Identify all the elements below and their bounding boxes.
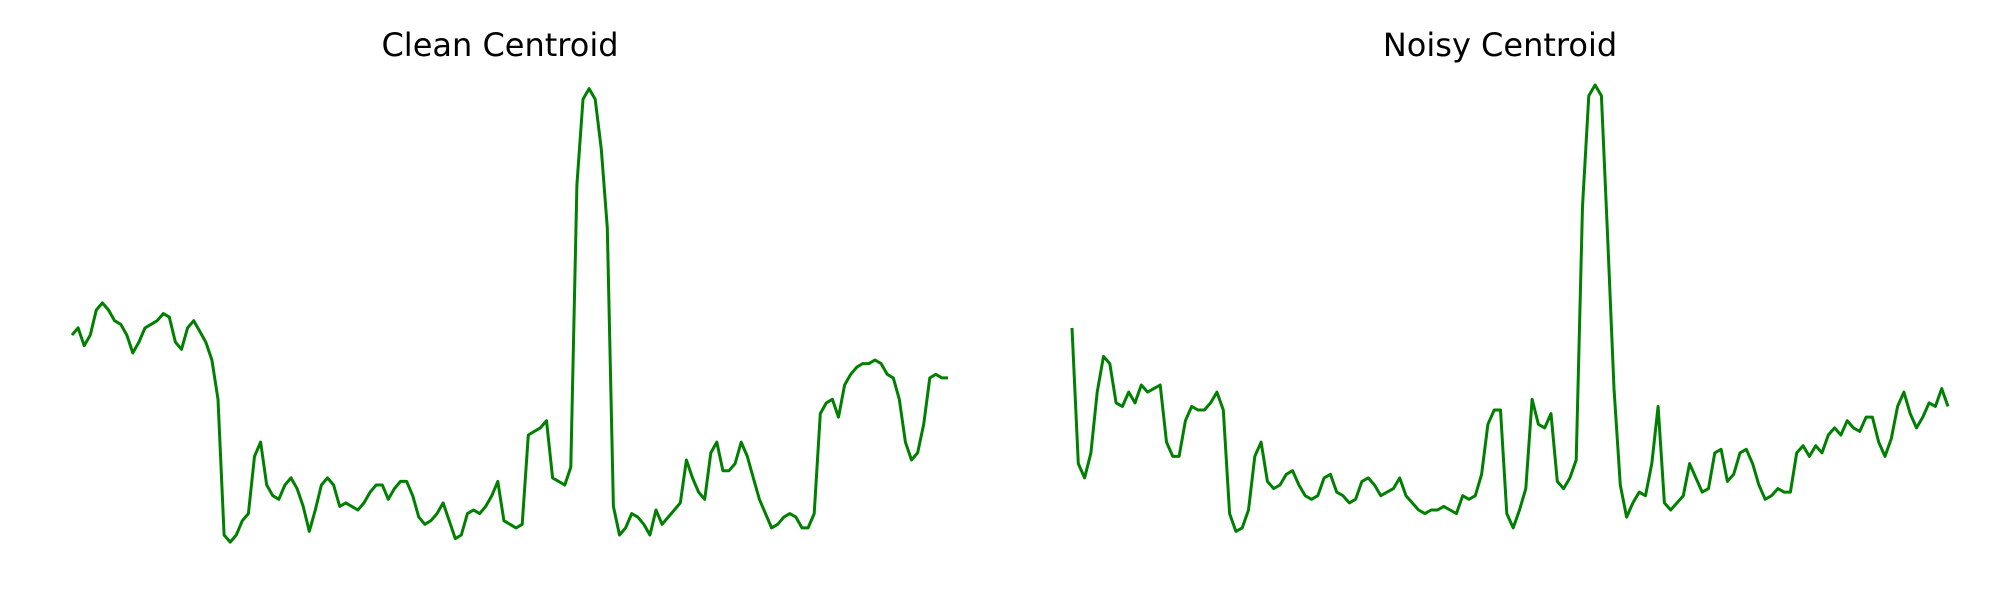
clean-centroid-plot <box>70 87 948 544</box>
chart-title: Noisy Centroid <box>1382 26 1618 64</box>
centroid-series-line <box>1070 83 1950 533</box>
chart-title: Clean Centroid <box>381 26 619 64</box>
clean-centroid-panel: Clean Centroid <box>70 26 948 544</box>
noisy-centroid-panel: Noisy Centroid <box>1000 0 2000 600</box>
noisy-centroid-plot <box>1070 83 1950 533</box>
centroid-series-line <box>70 87 948 544</box>
